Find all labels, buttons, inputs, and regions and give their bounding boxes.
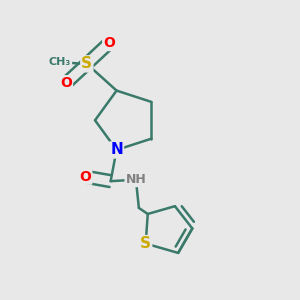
Text: NH: NH bbox=[125, 173, 146, 186]
Text: S: S bbox=[140, 236, 151, 251]
Text: O: O bbox=[80, 170, 91, 184]
Text: N: N bbox=[110, 142, 123, 158]
Text: S: S bbox=[81, 56, 92, 71]
Text: O: O bbox=[103, 36, 115, 50]
Text: O: O bbox=[60, 76, 72, 90]
Text: CH₃: CH₃ bbox=[49, 57, 71, 68]
